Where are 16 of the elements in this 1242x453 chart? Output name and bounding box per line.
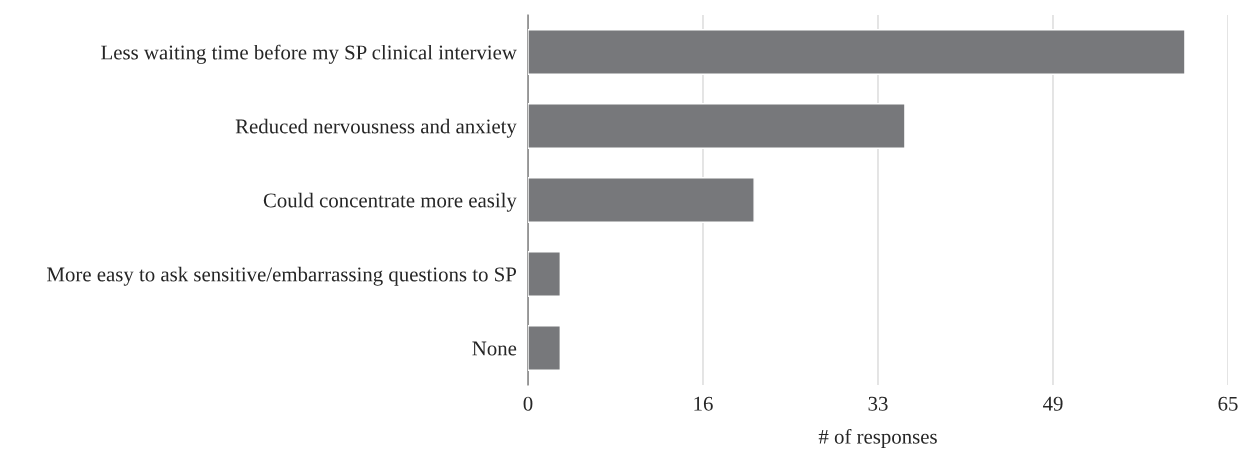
y-tick-label: Less waiting time before my SP clinical interview bbox=[101, 44, 517, 64]
x-tick-label: 33 bbox=[868, 396, 888, 411]
bar bbox=[528, 251, 562, 297]
x-tick-label: 49 bbox=[1042, 396, 1063, 411]
y-tick-label: None bbox=[472, 341, 517, 356]
bar bbox=[528, 177, 755, 223]
y-tick-label: More easy to ask sensitive/embarrassing questions to SP bbox=[47, 266, 517, 286]
bar bbox=[528, 325, 562, 371]
x-tick-label: 16 bbox=[694, 396, 713, 411]
bar bbox=[528, 29, 1186, 75]
x-tick-label: 65 bbox=[1218, 396, 1238, 411]
y-tick-label: Reduced nervousness and anxiety bbox=[235, 118, 517, 138]
y-tick-label: Could concentrate more easily bbox=[263, 192, 517, 212]
x-tick-label: 0 bbox=[523, 396, 533, 411]
bar bbox=[528, 103, 906, 149]
x-axis-title: # of responses bbox=[818, 428, 937, 448]
